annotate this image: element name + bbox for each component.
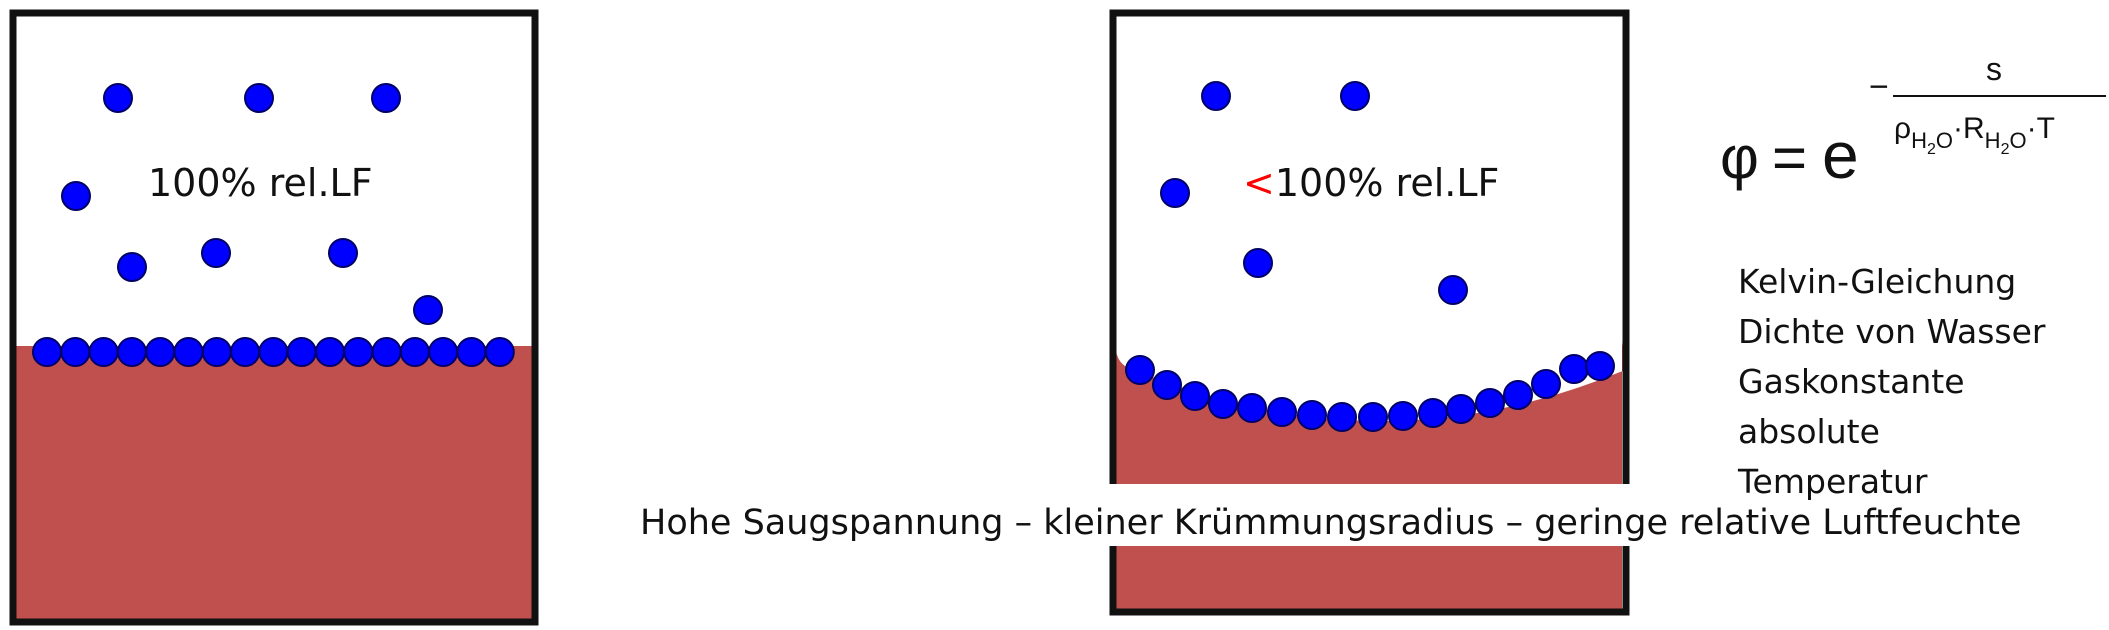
surface-molecule <box>371 337 402 367</box>
r-subscript: H2O <box>1985 128 2027 158</box>
denominator-r: R <box>1963 112 1985 145</box>
surface-molecule <box>1208 389 1238 419</box>
less-than-sign: < <box>1243 161 1275 205</box>
right-surface-molecules <box>1125 351 1615 432</box>
surface-molecule <box>116 337 147 367</box>
surface-molecule <box>1267 397 1297 427</box>
surface-molecule <box>1297 400 1327 430</box>
left-vapor-molecules <box>61 83 443 325</box>
vapor-molecule <box>1438 275 1468 305</box>
surface-molecule <box>456 337 487 367</box>
surface-molecule <box>230 337 261 367</box>
surface-molecule <box>315 337 345 367</box>
vapor-molecule <box>1243 248 1273 278</box>
formula-phi: φ <box>1720 124 1759 191</box>
vapor-molecule <box>117 252 147 282</box>
rho-subscript: H2O <box>1911 128 1953 158</box>
left-container-border <box>9 9 539 626</box>
surface-molecule <box>60 337 91 367</box>
legend-line: Gaskonstante <box>1738 362 1965 401</box>
denominator-dot-2: · <box>2027 112 2037 145</box>
left-water <box>13 346 535 622</box>
surface-molecule <box>1388 401 1418 431</box>
denominator-rho: ρ <box>1894 112 1911 145</box>
formula-minus: − <box>1869 68 1889 106</box>
surface-molecule <box>1475 388 1505 418</box>
surface-molecule <box>88 337 119 367</box>
formula-base-e: e <box>1822 118 1859 192</box>
vapor-molecule <box>244 83 274 113</box>
vapor-molecule <box>103 83 133 113</box>
denominator-dot-1: · <box>1953 112 1963 145</box>
surface-molecule <box>145 337 176 367</box>
surface-molecule <box>173 337 204 367</box>
right-vapor-molecules <box>1160 81 1468 305</box>
formula-denominator: ρH2O·RH2O·T <box>1894 112 2055 158</box>
surface-molecule <box>1418 398 1448 428</box>
right-humidity-value: 100% rel.LF <box>1275 161 1500 205</box>
surface-molecule <box>286 337 317 367</box>
left-surface-molecules <box>32 337 515 367</box>
surface-molecule <box>1152 370 1182 400</box>
surface-molecule <box>1585 351 1615 381</box>
surface-molecule <box>343 337 374 367</box>
surface-molecule <box>1237 393 1267 423</box>
vapor-molecule <box>61 181 91 211</box>
surface-molecule <box>1559 354 1589 384</box>
kelvin-formula: φ = e − s ρH2O·RH2O·T <box>1720 51 2106 192</box>
surface-molecule <box>428 337 459 367</box>
vapor-molecule <box>1201 81 1231 111</box>
surface-molecule <box>258 337 289 367</box>
left-humidity-label: 100% rel.LF <box>148 161 373 205</box>
surface-molecule <box>1358 402 1388 432</box>
surface-molecule <box>32 337 62 367</box>
formula-legend: Kelvin-Gleichung Dichte von Wasser Gasko… <box>1737 262 2046 501</box>
vapor-molecule <box>201 238 231 268</box>
vapor-molecule <box>1340 81 1370 111</box>
right-container-border <box>1109 9 1630 616</box>
surface-molecule <box>1531 369 1561 399</box>
left-container: 100% rel.LF <box>9 9 539 626</box>
vapor-molecule <box>371 83 401 113</box>
formula-numerator: s <box>1986 51 2002 87</box>
caption-text: Hohe Saugspannung – kleiner Krümmungsrad… <box>640 503 2021 543</box>
surface-molecule <box>1125 355 1155 385</box>
surface-molecule <box>399 337 430 367</box>
vapor-molecule <box>1160 178 1190 208</box>
surface-molecule <box>1446 394 1476 424</box>
denominator-t: T <box>2037 112 2055 145</box>
right-humidity-label: <100% rel.LF <box>1243 161 1499 205</box>
caption-background <box>640 484 1980 546</box>
legend-line: Kelvin-Gleichung <box>1738 262 2016 301</box>
surface-molecule <box>1503 380 1533 410</box>
surface-molecule <box>201 337 232 367</box>
surface-molecule <box>1180 381 1210 411</box>
legend-line: Dichte von Wasser <box>1738 312 2046 351</box>
legend-line: absolute <box>1738 412 1880 451</box>
legend-line: Temperatur <box>1737 462 1928 501</box>
surface-molecule <box>484 337 515 367</box>
surface-molecule <box>1327 402 1357 432</box>
vapor-molecule <box>328 238 358 268</box>
formula-equals: = <box>1772 124 1807 191</box>
vapor-molecule <box>413 295 443 325</box>
